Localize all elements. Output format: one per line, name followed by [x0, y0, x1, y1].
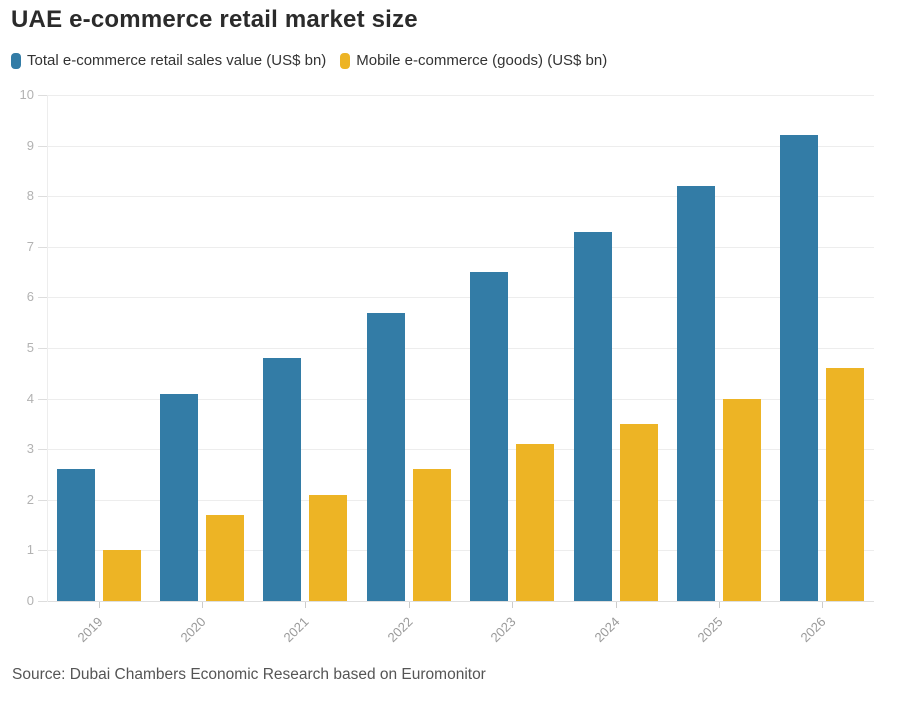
y-axis-label-4: 4	[26, 390, 34, 406]
x-axis-label-2026: 2026	[797, 614, 829, 646]
bar-total-2024	[573, 231, 612, 601]
y-tick-3	[38, 449, 47, 451]
y-tick-6	[38, 297, 47, 299]
bar-total-2023	[470, 272, 509, 601]
y-tick-8	[38, 196, 47, 198]
y-axis-label-9: 9	[26, 137, 34, 153]
y-axis-label-2: 2	[26, 491, 34, 507]
legend-swatch-total-icon	[11, 53, 21, 69]
gridline-7	[47, 246, 874, 248]
gridline-10	[47, 95, 874, 96]
x-tick-2026	[822, 602, 824, 608]
y-axis-line	[47, 96, 48, 602]
y-axis-label-3: 3	[26, 441, 34, 457]
x-tick-2020	[202, 602, 204, 608]
gridline-6	[47, 297, 874, 299]
x-axis-label-2025: 2025	[694, 614, 726, 646]
plot-area: 0 1 2 3 4 5 6 7 8 9 10 2019 2020 2021 2022 2023 2024 2025…	[20, 88, 874, 645]
bar-total-2021	[263, 358, 302, 601]
bar-total-2022	[366, 312, 405, 601]
x-axis-label-2024: 2024	[591, 614, 623, 646]
y-axis-label-5: 5	[26, 340, 34, 355]
legend-item-total: Total e-commerce retail sales value (US$…	[11, 51, 326, 71]
bar-total-2025	[676, 186, 715, 601]
x-tick-2022	[408, 602, 410, 608]
gridline-9	[47, 145, 874, 147]
y-axis-label-1: 1	[26, 542, 34, 558]
bar-mobile-2024	[619, 423, 658, 601]
bar-mobile-2026	[826, 368, 865, 601]
y-axis-label-7: 7	[26, 238, 34, 254]
bar-mobile-2021	[309, 494, 348, 601]
legend: Total e-commerce retail sales value (US$…	[11, 51, 607, 71]
bar-total-2019	[56, 469, 95, 601]
bar-total-2020	[160, 393, 199, 601]
y-tick-2	[38, 499, 47, 501]
x-tick-2019	[98, 602, 100, 608]
gridline-1	[47, 550, 874, 552]
y-tick-5	[38, 348, 47, 349]
bar-mobile-2020	[206, 514, 245, 601]
y-tick-4	[38, 398, 47, 400]
legend-swatch-mobile-icon	[340, 53, 351, 69]
y-tick-9	[38, 145, 47, 147]
y-tick-7	[38, 246, 47, 248]
gridline-8	[47, 196, 874, 198]
y-tick-10	[38, 95, 47, 96]
y-axis-label-8: 8	[26, 188, 34, 204]
y-tick-0	[38, 601, 47, 602]
bar-total-2026	[780, 135, 819, 601]
legend-label-mobile: Mobile e-commerce (goods) (US$ bn)	[356, 52, 608, 69]
bar-mobile-2019	[102, 550, 141, 601]
x-tick-2024	[615, 602, 617, 608]
y-axis-label-0: 0	[26, 593, 34, 608]
y-axis-label-10: 10	[19, 87, 34, 102]
x-tick-2021	[305, 602, 307, 608]
x-tick-2025	[718, 602, 720, 608]
chart-title: UAE e-commerce retail market size	[11, 6, 418, 33]
y-axis-label-6: 6	[26, 289, 34, 305]
x-tick-2023	[512, 602, 514, 608]
y-tick-1	[38, 550, 47, 552]
gridline-0	[47, 601, 874, 602]
legend-item-mobile: Mobile e-commerce (goods) (US$ bn)	[340, 51, 607, 71]
bar-mobile-2022	[412, 469, 451, 601]
gridline-5	[47, 348, 874, 349]
bar-mobile-2025	[722, 398, 761, 601]
source-note: Source: Dubai Chambers Economic Research…	[12, 666, 486, 683]
bar-mobile-2023	[516, 444, 555, 601]
gridline-4	[47, 398, 874, 400]
legend-label-total: Total e-commerce retail sales value (US$…	[27, 52, 327, 69]
gridline-3	[47, 449, 874, 451]
gridline-2	[47, 499, 874, 501]
